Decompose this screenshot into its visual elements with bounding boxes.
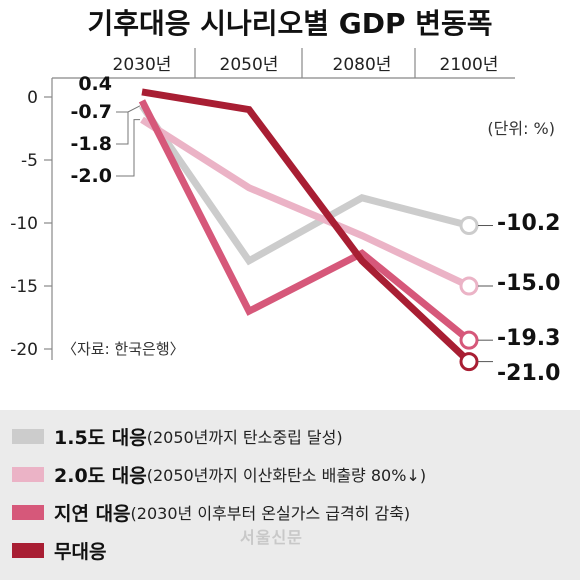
series-line-4 [141,88,472,365]
y-tick-label: -15 [10,277,38,297]
legend-label: 1.5도 대응 [54,426,147,449]
leader-line [116,119,140,177]
legend-swatch [12,428,44,444]
y-tick-label: -20 [10,340,38,360]
series-line-1 [139,103,470,266]
legend-label: 무대응 [54,540,107,563]
end-marker [459,352,479,372]
x-tick-label: 2050년 [220,55,279,75]
legend-item-no-response: 무대응 [12,532,106,568]
x-tick-label: 2100년 [440,55,499,75]
end-value-label: -10.2 [497,211,560,236]
y-tick-label: 0 [27,88,38,108]
series-line-2 [140,116,471,290]
legend-label: 2.0도 대응 [54,464,147,487]
legend-note: (2050년까지 이산화탄소 배출량 80%↓) [146,466,427,485]
legend-swatch [12,542,44,558]
start-value-label: -0.7 [70,101,112,123]
start-value-label: 0.4 [78,73,112,95]
legend-note: (2050년까지 탄소중립 달성) [146,428,343,447]
legend-label: 지연 대응 [54,502,131,525]
source-note: 〈자료: 한국은행〉 [62,340,185,358]
start-value-label: -1.8 [70,133,112,155]
unit-note: (단위: %) [487,119,555,138]
start-value-label: -2.0 [70,165,112,187]
legend: 1.5도 대응 (2050년까지 탄소중립 달성) 2.0도 대응 (2050년… [0,410,580,580]
x-tick-label: 2030년 [113,55,172,75]
watermark: 서울신문 [240,528,303,547]
legend-item-1-5: 1.5도 대응 (2050년까지 탄소중립 달성) [12,418,343,454]
leader-line [116,112,129,145]
end-marker [459,216,479,236]
end-value-label: -21.0 [497,361,560,386]
chart-title: 기후대응 시나리오별 GDP 변동폭 [87,7,492,40]
end-marker [459,276,479,296]
legend-item-delayed: 지연 대응 (2030년 이후부터 온실가스 급격히 감축) [12,494,410,530]
y-tick-label: -10 [10,214,38,234]
series-line-3 [138,99,472,343]
legend-swatch [12,504,44,520]
end-marker [459,330,479,350]
y-tick-label: -5 [21,151,38,171]
x-tick-label: 2080년 [333,55,392,75]
legend-note: (2030년 이후부터 온실가스 급격히 감축) [130,504,411,523]
end-value-label: -15.0 [497,271,560,296]
leader-line [116,105,141,113]
legend-item-2-0: 2.0도 대응 (2050년까지 이산화탄소 배출량 80%↓) [12,456,426,492]
end-value-label: -19.3 [497,326,560,351]
legend-swatch [12,466,44,482]
